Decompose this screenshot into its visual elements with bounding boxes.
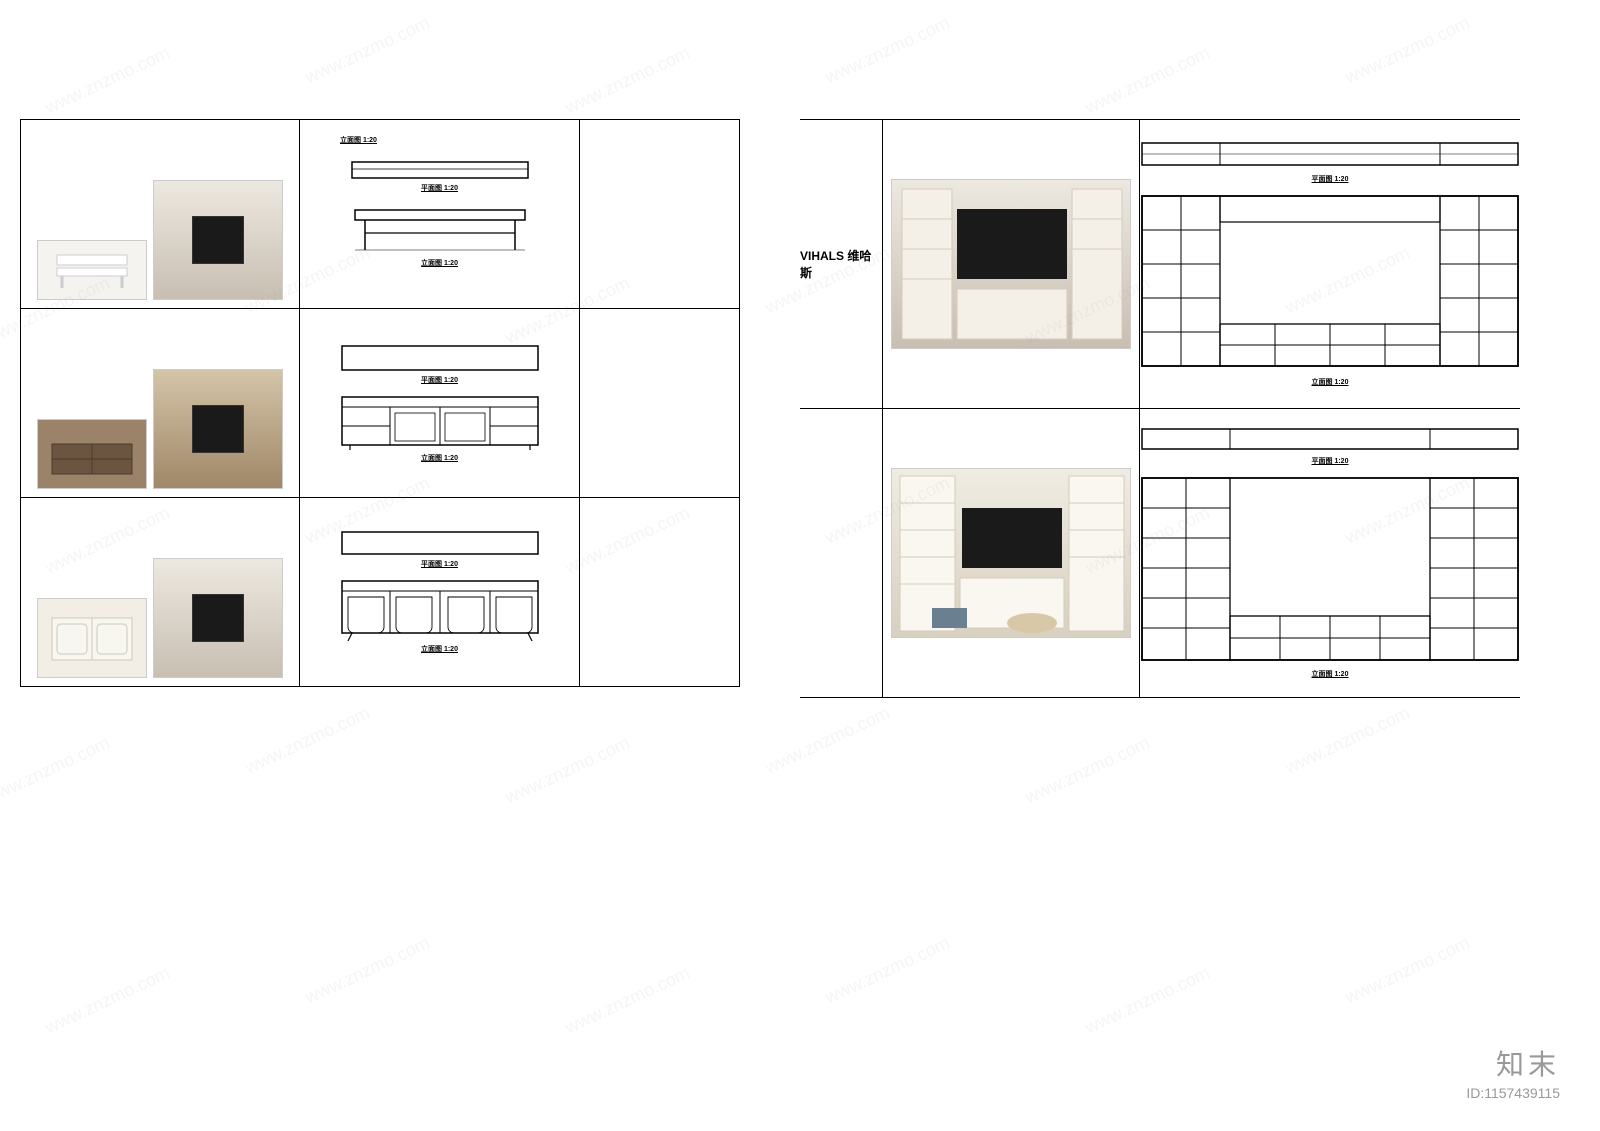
watermark: www.znzmo.com [502, 732, 633, 808]
watermark: www.znzmo.com [562, 42, 693, 118]
plan-view-drawing [1140, 141, 1520, 171]
left-catalog-grid: 平面图 1:20 立面图 1:20 [20, 120, 740, 687]
drawing-cell: 平面图 1:20 [1140, 409, 1520, 697]
drawing-cell: 平面图 1:20 立面图 1:20 [300, 120, 580, 308]
room-photo [153, 369, 283, 489]
room-photo-wall-unit [891, 468, 1131, 638]
product-photo-tvunit [37, 419, 147, 489]
drawing-cell: 平面图 1:20 [1140, 120, 1520, 408]
watermark: www.znzmo.com [1082, 962, 1213, 1038]
watermark: www.znzmo.com [1082, 42, 1213, 118]
watermark: www.znzmo.com [42, 962, 173, 1038]
elevation-drawing [340, 579, 540, 641]
watermark: www.znzmo.com [1342, 12, 1473, 88]
table-row: 平面图 1:20 立面图 1:20 [20, 119, 740, 309]
watermark: www.znzmo.com [1022, 732, 1153, 808]
product-label: VIHALS 维哈斯 [800, 247, 882, 281]
brand-id: ID:1157439115 [1466, 1085, 1560, 1101]
brand-name: 知末 [1466, 1043, 1560, 1083]
watermark: www.znzmo.com [1342, 932, 1473, 1008]
watermark: www.znzmo.com [302, 12, 433, 88]
room-photo [153, 558, 283, 678]
right-catalog-grid: VIHALS 维哈斯 [800, 120, 1520, 698]
elevation-drawing [350, 205, 530, 255]
watermark: www.znzmo.com [762, 702, 893, 778]
brand-footer: 知末 ID:1157439115 [1466, 1043, 1560, 1101]
elevation-wall-unit-drawing [1140, 476, 1520, 666]
photo-cell [883, 120, 1140, 408]
photo-cell [20, 120, 300, 308]
plan-view-drawing [350, 160, 530, 180]
product-name-cell: VIHALS 维哈斯 [800, 120, 883, 408]
elevation-wall-unit-drawing [1140, 194, 1520, 374]
watermark: www.znzmo.com [562, 962, 693, 1038]
table-row: 平面图 1:20 立面图 1:20 [20, 308, 740, 498]
scale-label: 平面图 1:20 [421, 559, 458, 569]
empty-cell [580, 309, 740, 497]
empty-cell [580, 498, 740, 686]
scale-label: 立面图 1:20 [1312, 669, 1349, 679]
product-photo-cabinet [37, 598, 147, 678]
watermark: www.znzmo.com [242, 702, 373, 778]
scale-label: 平面图 1:20 [1312, 174, 1349, 184]
watermark: www.znzmo.com [0, 732, 113, 808]
table-row: 平面图 1:20 [800, 408, 1520, 698]
plan-view-drawing [340, 344, 540, 372]
table-row: 平面图 1:20 立面图 1:20 [20, 497, 740, 687]
watermark: www.znzmo.com [42, 42, 173, 118]
drawing-cell: 平面图 1:20 立面图 1:20 [300, 498, 580, 686]
empty-cell [580, 120, 740, 308]
room-photo [153, 180, 283, 300]
scale-label: 平面图 1:20 [1312, 456, 1349, 466]
empty-text-cell [800, 409, 883, 697]
scale-label: 立面图 1:20 [421, 453, 458, 463]
product-photo-bench [37, 240, 147, 300]
scale-label: 立面图 1:20 [1312, 377, 1349, 387]
scale-label: 立面图 1:20 [421, 644, 458, 654]
scale-label: 平面图 1:20 [421, 375, 458, 385]
drawing-cell: 平面图 1:20 立面图 1:20 [300, 309, 580, 497]
scale-label: 平面图 1:20 [421, 183, 458, 193]
scale-label: 立面图 1:20 [421, 258, 458, 268]
plan-view-drawing [1140, 427, 1520, 453]
watermark: www.znzmo.com [302, 932, 433, 1008]
table-row: VIHALS 维哈斯 [800, 119, 1520, 409]
elevation-drawing [340, 395, 540, 450]
plan-view-drawing [340, 530, 540, 556]
photo-cell [20, 498, 300, 686]
watermark: www.znzmo.com [1282, 702, 1413, 778]
room-photo-wall-unit [891, 179, 1131, 349]
watermark: www.znzmo.com [822, 932, 953, 1008]
photo-cell [20, 309, 300, 497]
photo-cell [883, 409, 1140, 697]
watermark: www.znzmo.com [822, 12, 953, 88]
